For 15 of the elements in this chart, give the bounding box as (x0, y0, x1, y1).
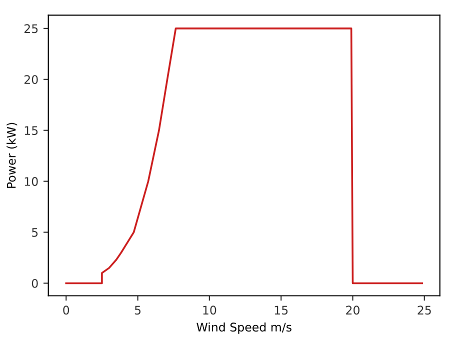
x-axis-title: Wind Speed m/s (196, 322, 292, 334)
x-tick-label: 25 (418, 306, 431, 315)
x-tick-label: 0 (63, 306, 70, 315)
x-tick-label: 15 (274, 306, 288, 315)
y-tick-label: 10 (24, 177, 38, 186)
y-tick-label: 25 (24, 24, 38, 34)
x-tick-label: 5 (134, 306, 140, 315)
y-axis-title: Power (kW) (6, 122, 18, 188)
y-tick-label: 20 (24, 75, 38, 84)
line-series (65, 28, 424, 284)
y-tick-label: 5 (32, 228, 38, 237)
x-tick-label: 10 (203, 306, 216, 315)
y-tick-label: 15 (24, 126, 38, 136)
x-tick-label: 20 (346, 306, 360, 315)
y-tick-label: 0 (32, 278, 38, 288)
